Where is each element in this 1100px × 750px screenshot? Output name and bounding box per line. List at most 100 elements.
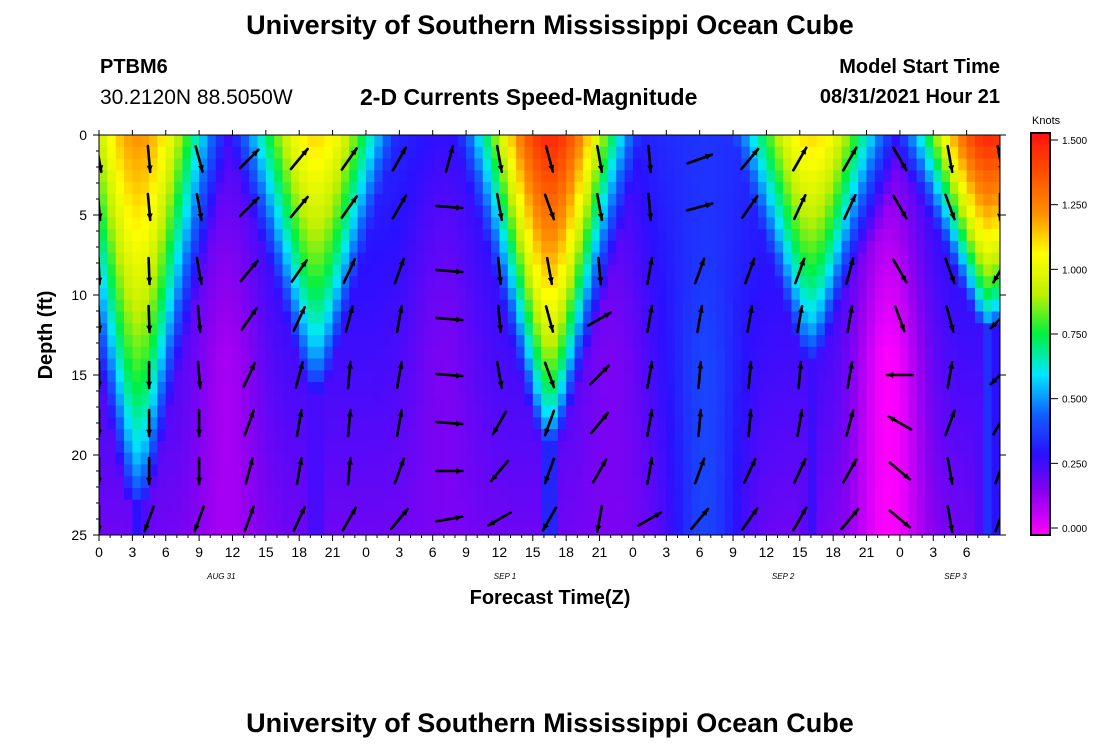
- heatmap-cell: [582, 511, 592, 524]
- heatmap-cell: [841, 170, 851, 183]
- heatmap-cell: [315, 440, 325, 454]
- heatmap-cell: [315, 311, 325, 324]
- heatmap-cell: [466, 405, 476, 418]
- heatmap-cell: [649, 382, 659, 395]
- heatmap-cell: [441, 346, 450, 360]
- heatmap-cell: [174, 135, 184, 148]
- heatmap-cell: [657, 229, 667, 242]
- heatmap-cell: [265, 193, 275, 207]
- heatmap-cell: [432, 511, 442, 524]
- heatmap-cell: [574, 511, 584, 524]
- heatmap-cell: [390, 229, 400, 242]
- heatmap-cell: [190, 252, 200, 266]
- heatmap-cell: [866, 464, 876, 477]
- heatmap-cell: [607, 452, 617, 466]
- heatmap-cell: [733, 346, 742, 360]
- heatmap-cell: [307, 393, 317, 407]
- heatmap-cell: [140, 158, 150, 171]
- heatmap-cell: [966, 311, 976, 324]
- heatmap-cell: [666, 287, 676, 301]
- heatmap-cell: [941, 287, 951, 301]
- heatmap-cell: [257, 158, 267, 171]
- heatmap-cell: [149, 405, 158, 418]
- heatmap-cell: [983, 264, 993, 277]
- heatmap-cell: [207, 323, 217, 336]
- heatmap-cell: [933, 170, 943, 183]
- heatmap-cell: [482, 370, 492, 383]
- heatmap-cell: [741, 452, 751, 466]
- heatmap-cell: [632, 523, 642, 535]
- heatmap-cell: [557, 346, 567, 360]
- heatmap-cell: [724, 287, 734, 301]
- heatmap-cell: [516, 229, 526, 242]
- heatmap-cell: [149, 393, 158, 407]
- heatmap-cell: [557, 499, 567, 513]
- heatmap-cell: [332, 276, 342, 289]
- heatmap-cell: [541, 405, 551, 418]
- heatmap-cell: [916, 240, 926, 254]
- current-vector: [992, 420, 1000, 436]
- heatmap-cell: [491, 158, 501, 171]
- heatmap-cell: [99, 346, 108, 360]
- heatmap-cell: [449, 382, 459, 395]
- heatmap-cell: [716, 499, 726, 513]
- heatmap-cell: [157, 523, 167, 535]
- heatmap-cell: [666, 476, 676, 489]
- current-vector: [989, 317, 1000, 330]
- heatmap-cell: [949, 346, 959, 360]
- current-vector: [99, 504, 102, 534]
- heatmap-cell: [124, 217, 133, 230]
- heatmap-cell: [591, 511, 601, 524]
- heatmap-cell: [791, 452, 801, 466]
- heatmap-cell: [449, 170, 459, 183]
- y-tick-label: 20: [71, 447, 87, 463]
- heatmap-cell: [758, 464, 767, 477]
- heatmap-cell: [632, 264, 642, 277]
- heatmap-cell: [265, 346, 275, 360]
- heatmap-cell: [657, 511, 667, 524]
- heatmap-cell: [199, 464, 209, 477]
- heatmap-cell: [499, 170, 509, 183]
- heatmap-cell: [482, 252, 492, 266]
- heatmap-cell: [215, 146, 225, 160]
- heatmap-cell: [549, 476, 559, 489]
- heatmap-cell: [124, 511, 133, 524]
- heatmap-cell: [891, 182, 901, 195]
- heatmap-cell: [691, 135, 701, 148]
- heatmap-cell: [207, 346, 217, 360]
- heatmap-cell: [858, 382, 868, 395]
- heatmap-cell: [699, 170, 709, 183]
- colorbar-tick-label: 0.250: [1062, 459, 1087, 470]
- heatmap-cell: [557, 240, 567, 254]
- heatmap-cell: [624, 335, 634, 348]
- heatmap-cell: [783, 323, 793, 336]
- heatmap-cell: [365, 499, 375, 513]
- heatmap-cell: [441, 452, 450, 466]
- heatmap-cell: [432, 158, 442, 171]
- heatmap-cell: [182, 523, 192, 535]
- heatmap-cell: [390, 417, 400, 430]
- heatmap-cell: [407, 346, 417, 360]
- heatmap-cell: [174, 299, 184, 313]
- heatmap-cell: [733, 252, 742, 266]
- heatmap-cell: [557, 464, 567, 477]
- heatmap-cell: [599, 158, 609, 171]
- heatmap-cell: [974, 346, 984, 360]
- heatmap-cell: [282, 476, 292, 489]
- heatmap-cell: [516, 323, 526, 336]
- heatmap-cell: [708, 299, 717, 313]
- heatmap-cell: [524, 358, 534, 371]
- heatmap-cell: [799, 511, 809, 524]
- heatmap-cell: [199, 335, 209, 348]
- heatmap-cell: [983, 252, 993, 266]
- heatmap-cell: [774, 323, 784, 336]
- heatmap-cell: [149, 487, 158, 501]
- heatmap-cell: [716, 358, 726, 371]
- heatmap-cell: [249, 240, 259, 254]
- heatmap-cell: [207, 523, 217, 535]
- heatmap-cell: [783, 335, 793, 348]
- heatmap-cell: [557, 264, 567, 277]
- heatmap-cell: [983, 135, 993, 148]
- heatmap-cell: [532, 193, 542, 207]
- heatmap-cell: [958, 299, 968, 313]
